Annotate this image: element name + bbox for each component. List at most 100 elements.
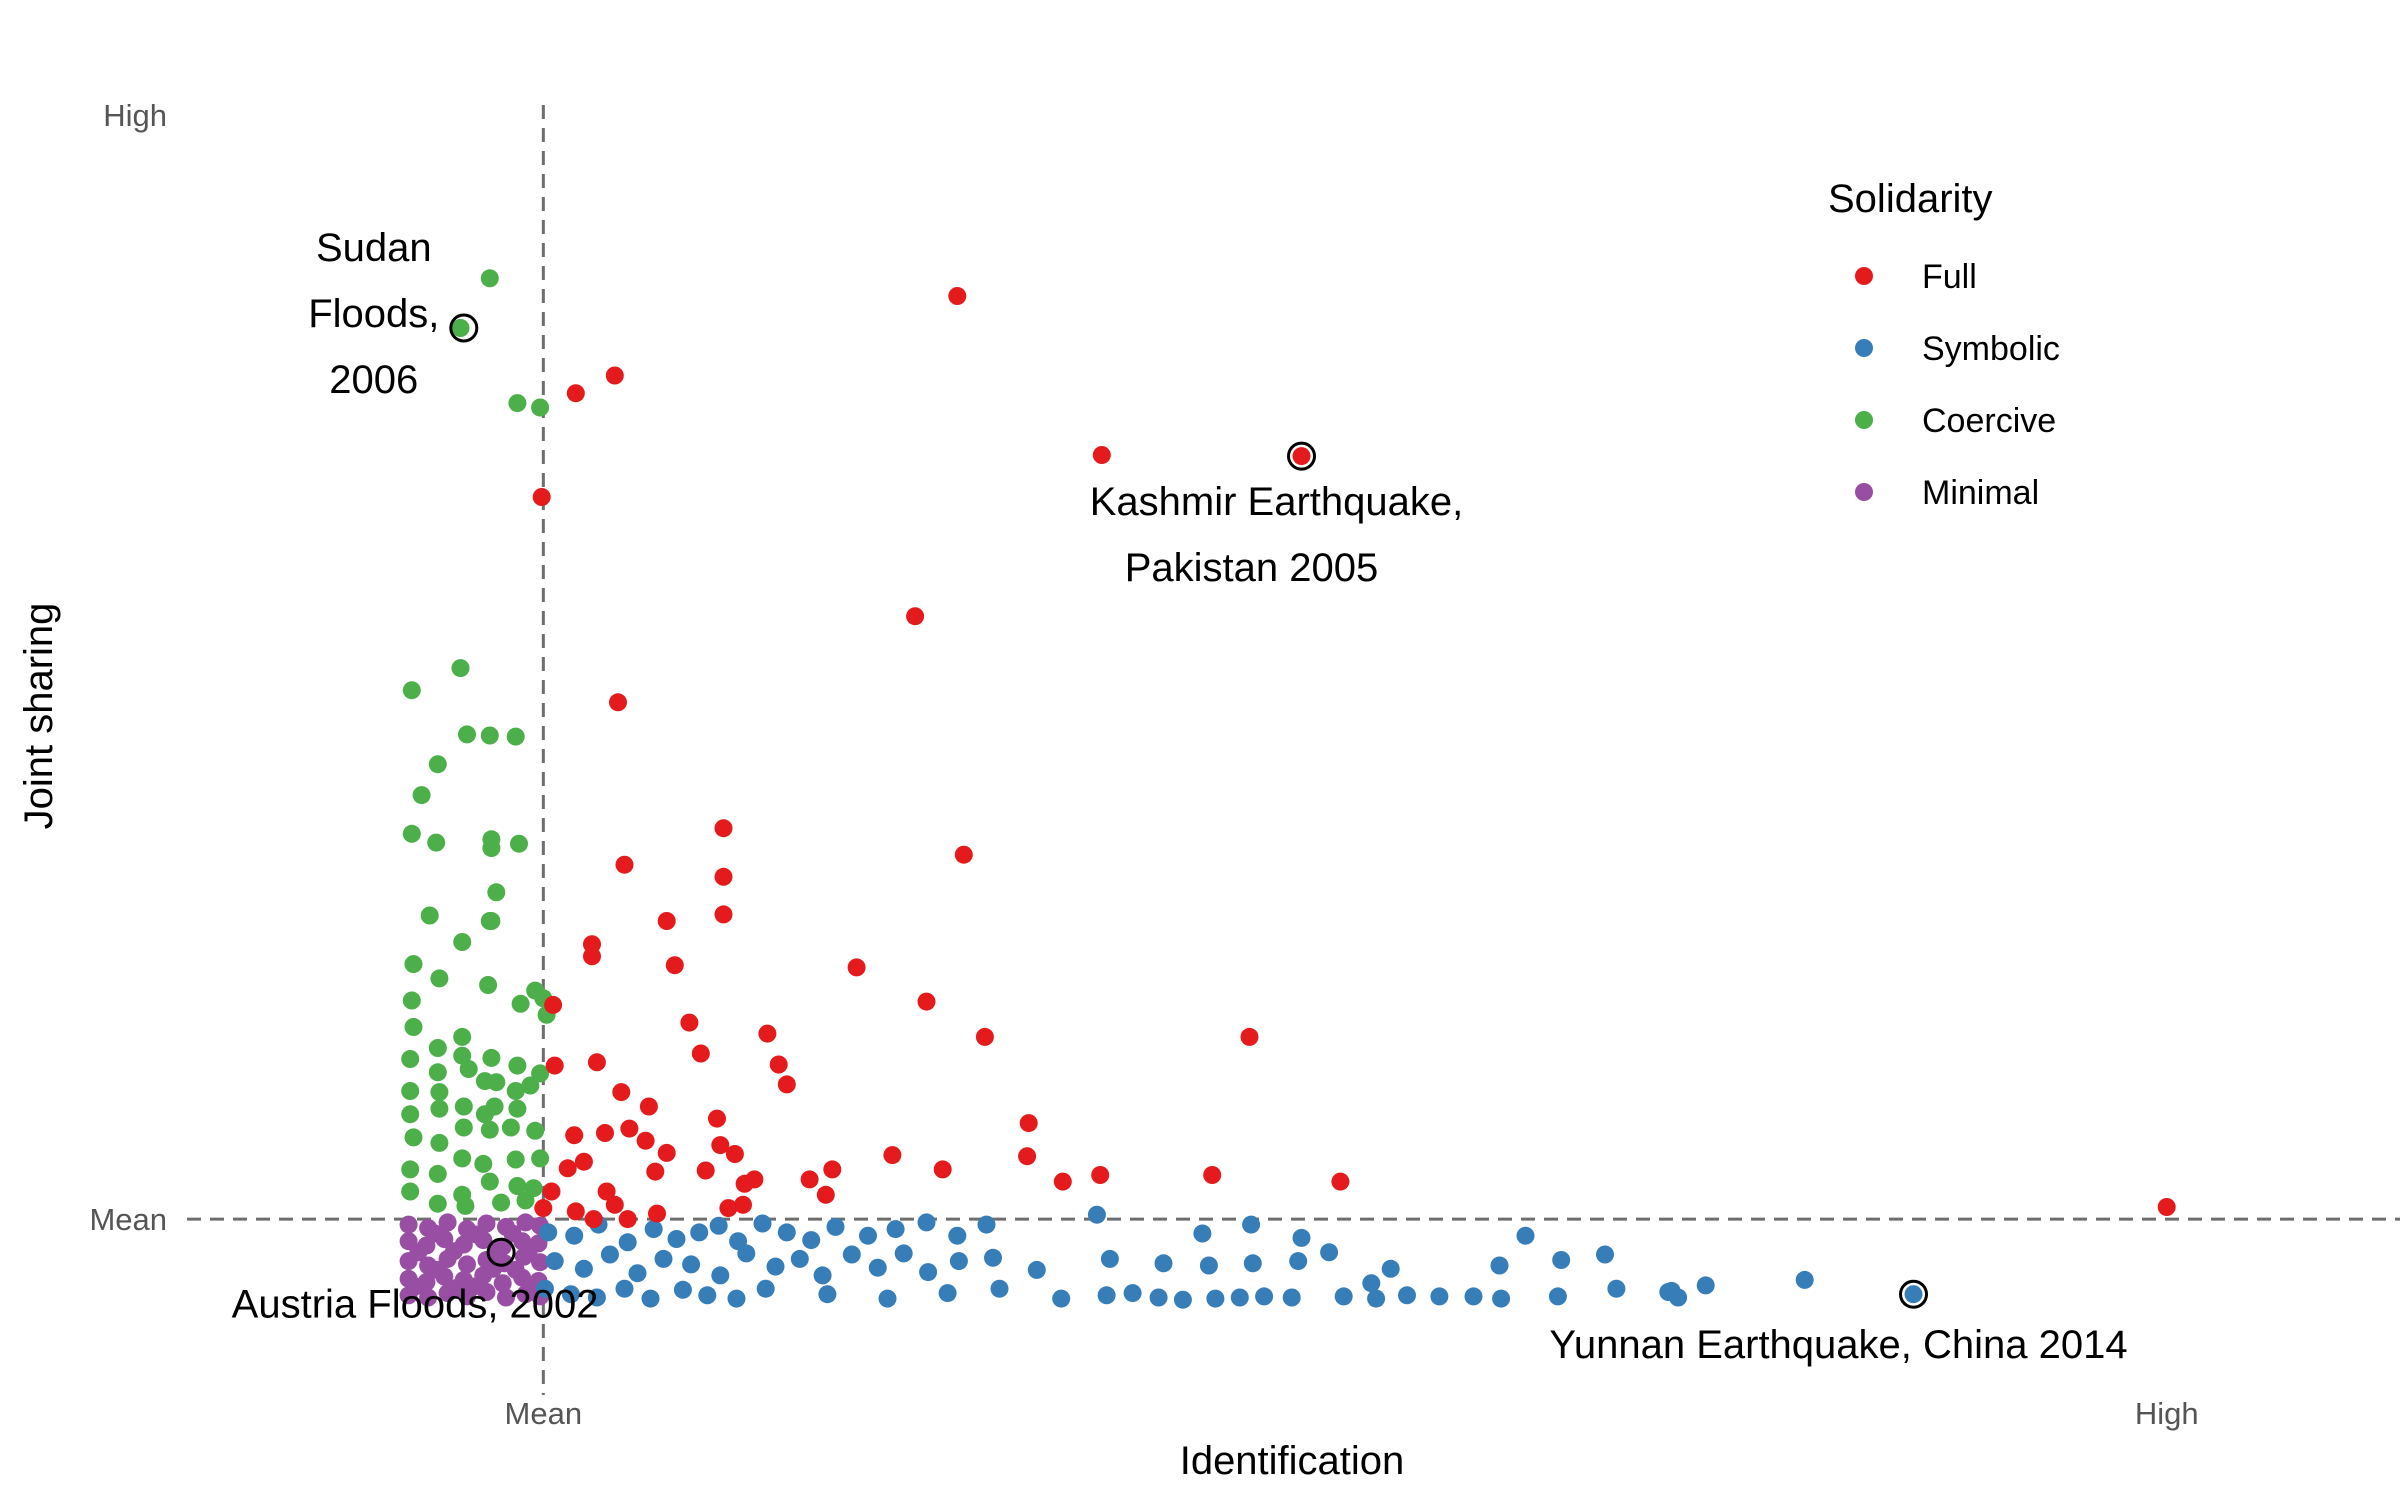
point-symbolic-36 bbox=[868, 1258, 887, 1277]
point-symbolic-28 bbox=[654, 1249, 673, 1268]
point-full-40 bbox=[636, 1131, 655, 1150]
point-full-1 bbox=[605, 366, 624, 385]
legend-label-minimal: Minimal bbox=[1922, 474, 2039, 512]
point-coercive-67 bbox=[516, 1191, 535, 1210]
point-coercive-59 bbox=[401, 1182, 420, 1201]
point-full-45 bbox=[800, 1170, 819, 1189]
point-coercive-2 bbox=[508, 394, 527, 413]
point-full-24 bbox=[587, 1053, 606, 1072]
point-full-5 bbox=[532, 488, 551, 506]
point-symbolic-5 bbox=[644, 1220, 663, 1239]
point-full-27 bbox=[612, 1083, 631, 1102]
point-symbolic-22 bbox=[1292, 1228, 1311, 1247]
point-coercive-34 bbox=[531, 1064, 550, 1083]
point-minimal-42 bbox=[448, 1278, 467, 1297]
point-minimal-50 bbox=[464, 1277, 483, 1296]
point-symbolic-44 bbox=[1199, 1256, 1218, 1275]
point-symbolic-67 bbox=[1097, 1286, 1116, 1305]
highlight-ring-sudan-floods-2006 bbox=[449, 313, 479, 343]
data-points bbox=[399, 269, 2176, 1309]
annotation-kashmir-earthquake-pakistan-2005-line-0: Kashmir Earthquake, bbox=[1090, 480, 1464, 524]
highlight-ring-yunnan-earthquake-china-2014 bbox=[1899, 1279, 1928, 1309]
point-minimal-44 bbox=[487, 1243, 506, 1262]
point-coercive-15 bbox=[510, 834, 528, 853]
point-coercive-58 bbox=[428, 1164, 447, 1183]
point-minimal-43 bbox=[467, 1225, 486, 1244]
point-coercive-35 bbox=[430, 1083, 449, 1102]
point-full-11 bbox=[714, 905, 733, 924]
annotation-sudan-floods-2006-line-1: Floods, bbox=[308, 292, 439, 336]
point-coercive-1 bbox=[451, 319, 470, 337]
point-coercive-21 bbox=[479, 976, 498, 994]
point-full-29 bbox=[777, 1075, 796, 1094]
point-minimal-48 bbox=[425, 1224, 444, 1243]
point-symbolic-79 bbox=[1464, 1287, 1483, 1306]
point-full-6 bbox=[906, 607, 925, 626]
point-symbolic-73 bbox=[1255, 1287, 1274, 1306]
point-full-57 bbox=[618, 1210, 637, 1229]
point-symbolic-18 bbox=[977, 1215, 996, 1234]
point-full-37 bbox=[1018, 1147, 1037, 1166]
annotation-sudan-floods-2006-line-0: Sudan bbox=[316, 226, 432, 270]
highlight-ring-kashmir-earthquake-pakistan-2005 bbox=[1287, 441, 1316, 471]
point-minimal-37 bbox=[497, 1288, 515, 1307]
y-tick-label-high: High bbox=[103, 98, 167, 133]
point-coercive-23 bbox=[511, 994, 530, 1013]
point-coercive-46 bbox=[508, 1099, 527, 1118]
point-full-62 bbox=[1203, 1166, 1222, 1184]
point-minimal-23 bbox=[531, 1253, 550, 1272]
point-full-8 bbox=[954, 845, 973, 864]
x-tick-label-mean: Mean bbox=[505, 1396, 583, 1431]
point-symbolic-52 bbox=[1696, 1276, 1715, 1295]
point-symbolic-7 bbox=[690, 1223, 709, 1242]
point-symbolic-77 bbox=[1398, 1286, 1416, 1305]
point-full-54 bbox=[534, 1199, 553, 1218]
point-full-43 bbox=[725, 1145, 744, 1163]
point-minimal-49 bbox=[445, 1242, 463, 1261]
legend-key-symbolic bbox=[1855, 339, 1873, 357]
point-full-47 bbox=[883, 1146, 902, 1165]
point-symbolic-50 bbox=[1596, 1245, 1614, 1264]
point-full-63 bbox=[933, 1160, 952, 1179]
point-coercive-48 bbox=[404, 1128, 423, 1147]
point-minimal-45 bbox=[506, 1260, 525, 1279]
annotation-kashmir-earthquake-pakistan-2005-line-1: Pakistan 2005 bbox=[1125, 546, 1379, 590]
point-full-32 bbox=[620, 1119, 639, 1138]
point-symbolic-6 bbox=[667, 1230, 686, 1248]
point-coercive-9 bbox=[428, 755, 447, 774]
point-symbolic-56 bbox=[615, 1279, 634, 1298]
reference-lines bbox=[187, 105, 2400, 1395]
point-full-59 bbox=[584, 1210, 603, 1229]
point-full-14 bbox=[583, 947, 601, 966]
point-coercive-25 bbox=[404, 1018, 423, 1036]
y-axis-title: Joint sharing bbox=[17, 603, 61, 830]
point-full-49 bbox=[542, 1182, 561, 1201]
point-coercive-61 bbox=[480, 1172, 499, 1191]
point-coercive-52 bbox=[526, 1121, 545, 1140]
point-symbolic-20 bbox=[1193, 1224, 1212, 1243]
point-symbolic-16 bbox=[917, 1213, 936, 1232]
point-symbolic-76 bbox=[1367, 1289, 1386, 1308]
point-coercive-51 bbox=[501, 1118, 520, 1137]
point-symbolic-14 bbox=[859, 1226, 877, 1245]
point-full-50 bbox=[597, 1182, 616, 1201]
point-minimal-0 bbox=[399, 1215, 418, 1234]
point-symbolic-58 bbox=[673, 1280, 692, 1299]
point-full-0 bbox=[948, 287, 967, 305]
point-symbolic-68 bbox=[1123, 1284, 1142, 1303]
point-symbolic-4 bbox=[618, 1233, 637, 1252]
point-full-2 bbox=[566, 384, 585, 403]
point-full-36 bbox=[711, 1136, 730, 1155]
point-coercive-70 bbox=[420, 906, 439, 925]
point-full-56 bbox=[605, 1195, 624, 1214]
point-coercive-12 bbox=[427, 833, 446, 852]
point-full-25 bbox=[758, 1024, 777, 1043]
point-full-17 bbox=[847, 958, 866, 977]
point-coercive-36 bbox=[401, 1082, 420, 1100]
point-symbolic-84 bbox=[1795, 1270, 1814, 1289]
point-full-15 bbox=[665, 956, 684, 975]
point-full-3 bbox=[1092, 446, 1111, 464]
point-coercive-8 bbox=[506, 727, 525, 746]
point-coercive-4 bbox=[451, 659, 470, 678]
